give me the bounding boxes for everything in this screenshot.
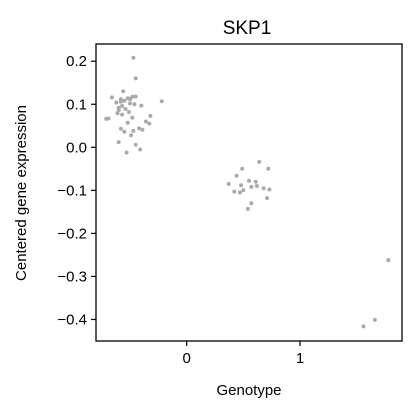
data-point [122, 129, 127, 134]
data-point [114, 100, 119, 105]
data-point [116, 108, 121, 113]
data-point [115, 111, 120, 116]
y-tick-label: −0.2 [57, 225, 87, 242]
data-point [386, 258, 391, 263]
y-tick-label: −0.3 [57, 268, 87, 285]
data-point [257, 159, 262, 164]
data-point [245, 206, 250, 211]
data-point [118, 99, 123, 104]
y-axis-ticks: 0.2 0.1 0.0 −0.1 −0.2 −0.3 −0.4 [57, 53, 96, 328]
data-point [128, 97, 132, 102]
data-point [361, 324, 366, 329]
data-point [265, 196, 270, 201]
data-point [253, 179, 258, 184]
y-tick-label: −0.4 [57, 311, 87, 328]
data-point [266, 166, 271, 171]
data-point [130, 115, 135, 120]
data-point [159, 99, 164, 104]
data-point [247, 178, 251, 183]
data-point [124, 150, 129, 155]
data-point [133, 94, 138, 99]
data-point [249, 184, 254, 189]
data-point [261, 186, 266, 191]
data-point [121, 89, 126, 94]
chart-title: SKP1 [223, 18, 272, 39]
y-tick-label: 0.0 [66, 139, 87, 156]
data-point [234, 173, 239, 178]
data-point [125, 120, 130, 125]
data-point [104, 116, 109, 121]
data-point [132, 102, 137, 107]
data-point [140, 127, 145, 132]
y-tick-label: 0.1 [66, 96, 87, 113]
data-point [240, 166, 245, 171]
data-point [129, 133, 134, 138]
data-point [131, 128, 136, 133]
data-point [137, 126, 142, 131]
y-tick-label: 0.2 [66, 53, 87, 70]
data-point [120, 104, 125, 108]
data-point [116, 140, 121, 145]
data-point [123, 107, 128, 111]
data-point [133, 142, 138, 147]
data-point [147, 121, 152, 126]
x-tick-label: 0 [182, 350, 190, 367]
data-point [372, 317, 377, 322]
y-tick-label: −0.1 [57, 182, 87, 199]
points-layer [104, 55, 391, 329]
data-point [131, 55, 136, 60]
data-point [148, 113, 153, 118]
data-point [133, 76, 138, 81]
data-point [239, 183, 244, 188]
data-point [254, 184, 259, 188]
y-axis-label: Centered gene expression [13, 105, 30, 281]
x-tick-label: 1 [296, 350, 304, 367]
plot-frame [95, 43, 403, 342]
data-point [118, 126, 123, 131]
data-point [232, 189, 237, 194]
data-point [138, 147, 143, 152]
x-axis-label: Genotype [216, 382, 281, 399]
data-point [226, 181, 231, 186]
data-point [109, 95, 114, 100]
data-point [237, 190, 242, 195]
data-point [120, 112, 125, 117]
data-point [126, 110, 131, 114]
data-point [139, 103, 144, 108]
data-point [143, 119, 148, 124]
data-point [249, 201, 254, 206]
data-point [122, 98, 127, 103]
data-point [128, 101, 132, 106]
data-point [241, 188, 246, 193]
data-point [267, 187, 272, 192]
